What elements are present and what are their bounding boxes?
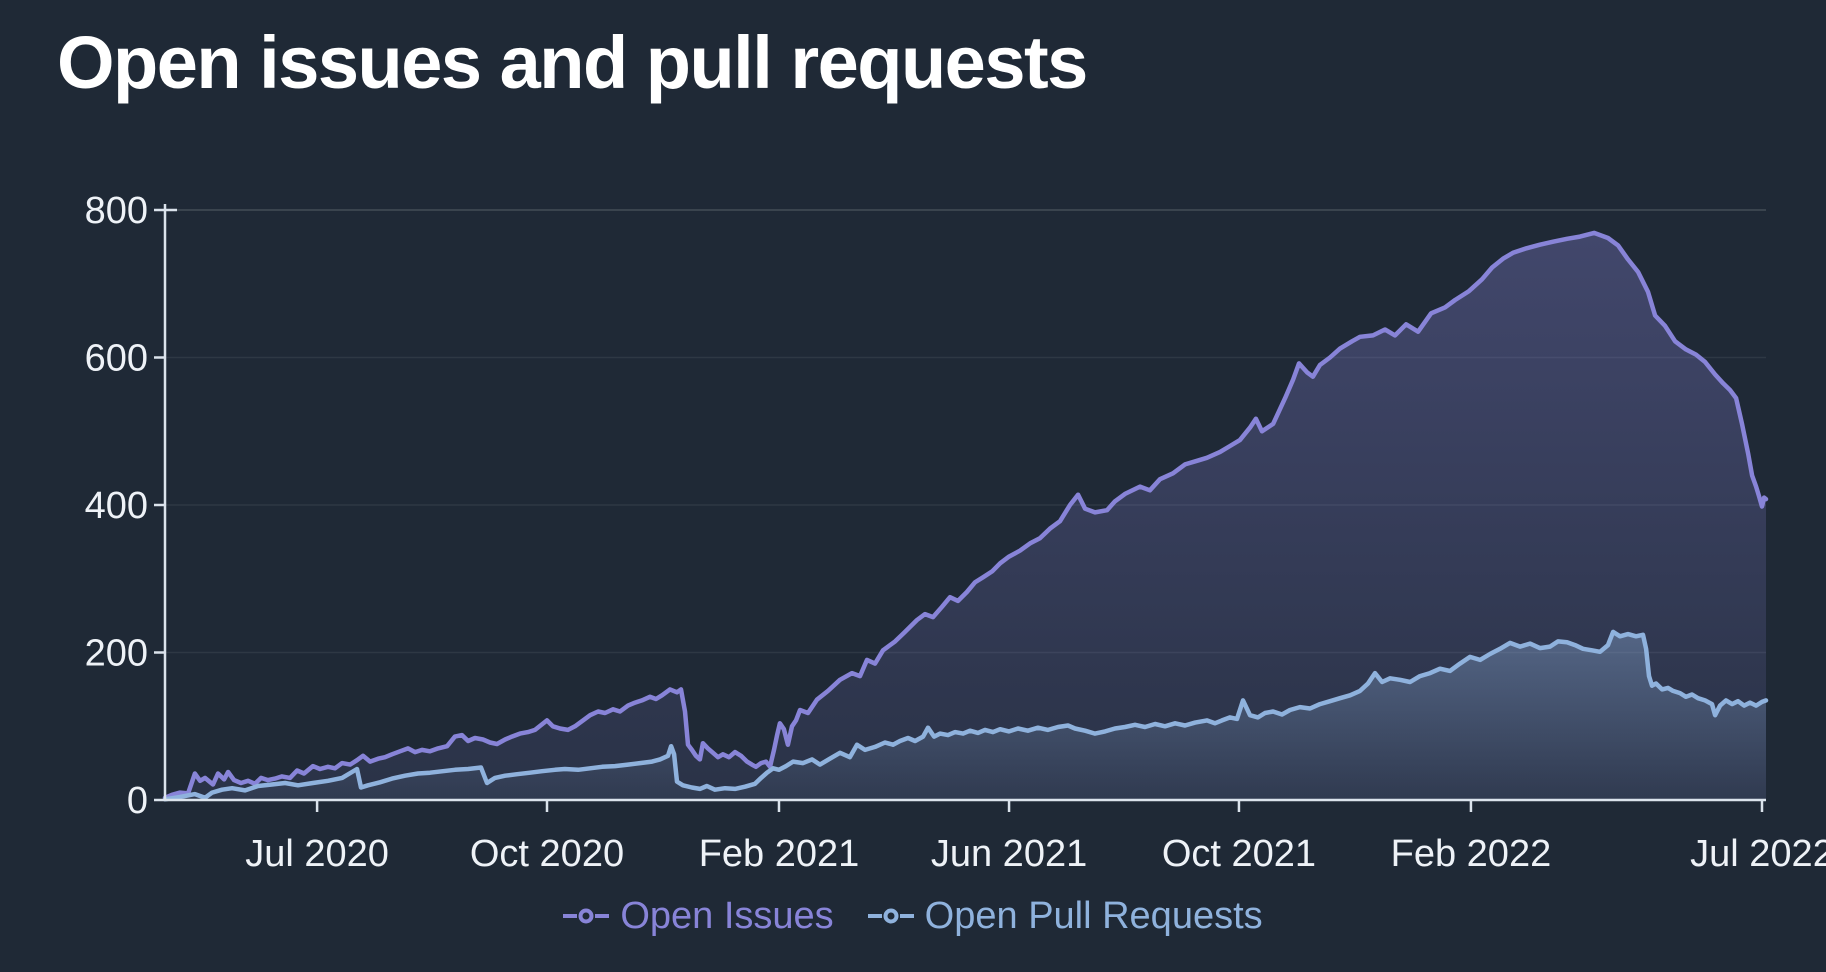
area-open-issues <box>165 232 1766 800</box>
line-open-pull-requests <box>162 629 1769 802</box>
line-open-issues <box>162 230 1769 801</box>
x-tick-label-jul-2020: Jul 2020 <box>245 833 389 875</box>
legend-label: Open Issues <box>620 894 834 937</box>
x-tick-label-oct-2021: Oct 2021 <box>1162 833 1316 875</box>
y-tick-label-200: 200 <box>85 633 148 675</box>
y-tick-label-800: 800 <box>85 190 148 232</box>
y-tick-label-400: 400 <box>85 485 148 527</box>
y-tick-label-600: 600 <box>85 338 148 380</box>
chart-title: Open issues and pull requests <box>57 21 1088 104</box>
x-tick-label-oct-2020: Oct 2020 <box>470 833 624 875</box>
x-tick-label-feb-2021: Feb 2021 <box>699 833 860 875</box>
legend-item-open-issues[interactable]: Open Issues <box>563 894 834 938</box>
y-tick-label-0: 0 <box>127 780 148 822</box>
legend-item-open-pull-requests[interactable]: Open Pull Requests <box>867 894 1263 938</box>
chart-legend: Open Issues Open Pull Requests <box>0 888 1826 944</box>
legend-label: Open Pull Requests <box>924 894 1263 937</box>
legend-line-circle-icon <box>563 908 610 924</box>
area-open-pull-requests <box>165 631 1766 800</box>
x-tick-label-feb-2022: Feb 2022 <box>1391 833 1552 875</box>
x-tick-label-jul-2022: Jul 2022 <box>1690 833 1826 875</box>
x-tick-label-jun-2021: Jun 2021 <box>931 833 1087 875</box>
legend-line-circle-icon <box>867 908 914 924</box>
